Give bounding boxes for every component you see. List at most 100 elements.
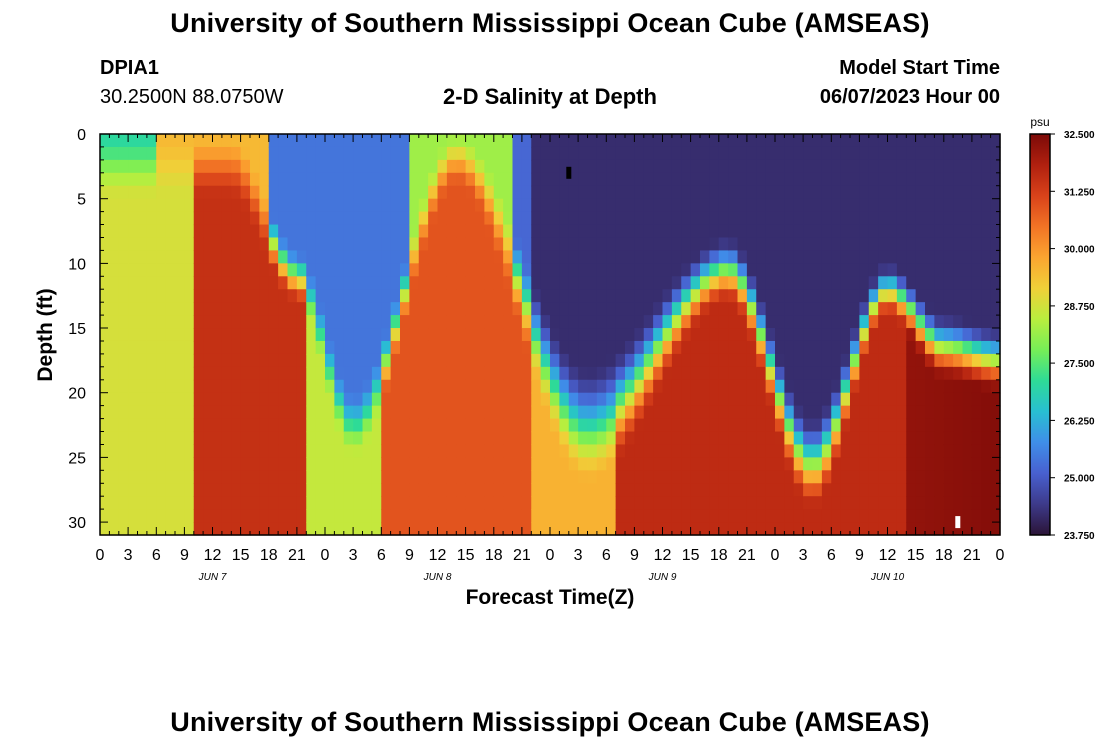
heatmap-cell [409,224,420,239]
heatmap-cell [775,340,785,355]
heatmap-cell [990,366,1001,381]
heatmap-cell [878,315,889,329]
heatmap-cell [859,431,870,446]
heatmap-cell [793,431,804,446]
heatmap-cell [156,328,167,342]
heatmap-cell [887,340,898,355]
heatmap-cell [381,263,392,277]
heatmap-cell [615,522,626,536]
heatmap-cell [690,328,701,342]
x-tick-label: 15 [457,547,475,564]
heatmap-cell [784,159,795,174]
heatmap-cell [109,172,120,187]
heatmap-cell [831,315,842,329]
heatmap-cell [428,146,439,161]
heatmap-cell [550,159,560,174]
heatmap-cell [184,379,195,394]
heatmap-cell [896,211,907,226]
heatmap-cell [765,457,776,471]
heatmap-cell [315,328,326,342]
heatmap-cell [137,418,148,433]
y-tick-label: 10 [68,256,86,273]
heatmap-cell [662,302,673,316]
heatmap-cell [868,134,879,148]
heatmap-cell [512,237,523,252]
heatmap-cell [784,470,795,484]
heatmap-cell [465,431,476,446]
heatmap-cell [765,315,776,329]
heatmap-cell [175,237,185,252]
heatmap-cell [381,211,392,226]
heatmap-cell [662,198,673,213]
heatmap-cell [128,470,139,484]
heatmap-cell [118,392,129,407]
heatmap-cell [268,418,279,433]
heatmap-cell [840,328,851,342]
heatmap-cell [231,276,242,290]
heatmap-cell [175,431,185,446]
heatmap-cell [465,172,476,187]
heatmap-cell [118,405,129,420]
heatmap-cell [653,328,664,342]
heatmap-cell [615,483,626,497]
heatmap-cell [493,146,504,161]
heatmap-cell [278,496,289,510]
heatmap-cell [493,444,504,458]
heatmap-cell [100,444,110,458]
heatmap-cell [184,315,195,329]
heatmap-cell [559,457,570,471]
heatmap-cell [503,340,514,355]
heatmap-cell [212,276,223,290]
heatmap-cell [550,483,560,497]
heatmap-cell [221,185,232,200]
heatmap-cell [493,134,504,148]
heatmap-cell [700,289,710,303]
heatmap-cell [371,211,382,226]
heatmap-cell [334,470,345,484]
heatmap-cell [718,146,729,161]
y-axis-label: Depth (ft) [34,288,57,381]
heatmap-cell [868,198,879,213]
heatmap-cell [446,146,457,161]
heatmap-cell [400,483,410,497]
heatmap-cell [690,379,701,394]
heatmap-cell [231,444,242,458]
heatmap-cell [390,172,401,187]
heatmap-cell [193,134,204,148]
heatmap-cell [981,509,992,523]
heatmap-cell [296,159,307,174]
heatmap-cell [521,263,532,277]
heatmap-cell [259,198,270,213]
heatmap-cell [868,496,879,510]
heatmap-cell [231,159,242,174]
heatmap-cell [278,134,289,148]
heatmap-cell [503,379,514,394]
heatmap-cell [775,159,785,174]
heatmap-cell [259,457,270,471]
heatmap-cell [418,405,429,420]
heatmap-cell [746,237,757,252]
heatmap-cell [840,302,851,316]
heatmap-cell [137,159,148,174]
heatmap-cell [718,366,729,381]
heatmap-cell [803,159,814,174]
heatmap-cell [231,146,242,161]
heatmap-cell [625,470,635,484]
heatmap-cell [728,237,739,252]
heatmap-cell [418,379,429,394]
heatmap-cell [231,185,242,200]
heatmap-cell [381,198,392,213]
heatmap-cell [137,522,148,536]
heatmap-cell [109,159,120,174]
heatmap-cell [437,457,448,471]
heatmap-cell [325,276,335,290]
heatmap-cell [231,418,242,433]
heatmap-cell [259,366,270,381]
heatmap-cell [653,172,664,187]
heatmap-cell [437,470,448,484]
heatmap-cell [587,392,598,407]
heatmap-cell [343,522,354,536]
colorbar-tick-label: 31.250 [1064,187,1095,198]
heatmap-cell [306,353,317,368]
heatmap-cell [315,431,326,446]
